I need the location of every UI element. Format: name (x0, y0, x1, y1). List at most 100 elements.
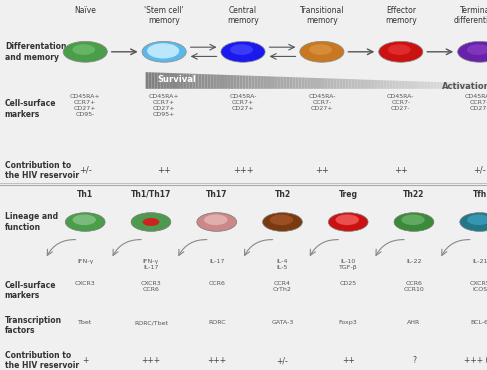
Polygon shape (199, 74, 202, 89)
Polygon shape (472, 83, 475, 89)
Polygon shape (169, 73, 172, 89)
Ellipse shape (204, 215, 227, 225)
Polygon shape (281, 77, 284, 89)
Text: CD45RA+
CCR7-
CD27-: CD45RA+ CCR7- CD27- (465, 94, 487, 111)
Polygon shape (193, 74, 196, 89)
Polygon shape (287, 77, 290, 89)
Polygon shape (251, 76, 254, 89)
Polygon shape (260, 76, 263, 89)
Text: +++: +++ (207, 356, 226, 365)
Text: Treg: Treg (338, 189, 358, 199)
Polygon shape (331, 78, 334, 89)
Polygon shape (422, 81, 425, 89)
Polygon shape (395, 81, 398, 89)
Polygon shape (207, 74, 210, 89)
Polygon shape (369, 80, 372, 89)
Polygon shape (245, 75, 248, 89)
Polygon shape (243, 75, 245, 89)
Ellipse shape (143, 218, 159, 226)
Polygon shape (319, 78, 322, 89)
Ellipse shape (73, 215, 96, 225)
Polygon shape (445, 83, 448, 89)
Ellipse shape (147, 43, 179, 58)
Ellipse shape (230, 44, 253, 55)
Text: +++: +++ (141, 356, 161, 365)
Polygon shape (478, 84, 481, 89)
Polygon shape (225, 75, 228, 89)
Polygon shape (410, 81, 413, 89)
Text: CCR6
CCR10: CCR6 CCR10 (404, 281, 424, 292)
Text: CXCR3: CXCR3 (75, 281, 95, 286)
Text: Activation: Activation (442, 82, 487, 91)
Ellipse shape (73, 44, 95, 55)
Polygon shape (436, 82, 439, 89)
Polygon shape (484, 84, 487, 89)
Text: IFN-γ
IL-17: IFN-γ IL-17 (143, 259, 159, 270)
Text: IL-17: IL-17 (209, 259, 225, 264)
Text: CXCR3
CCR6: CXCR3 CCR6 (141, 281, 161, 292)
Polygon shape (240, 75, 243, 89)
Ellipse shape (309, 44, 332, 55)
Text: Tfh: Tfh (472, 189, 487, 199)
Text: CD25: CD25 (339, 281, 357, 286)
Polygon shape (401, 81, 404, 89)
Polygon shape (381, 80, 384, 89)
Ellipse shape (270, 215, 293, 225)
Polygon shape (348, 79, 351, 89)
Polygon shape (257, 76, 260, 89)
Text: RORC: RORC (208, 320, 225, 325)
Polygon shape (387, 80, 390, 89)
Text: ++: ++ (342, 356, 355, 365)
Polygon shape (266, 76, 269, 89)
Polygon shape (272, 77, 275, 89)
Polygon shape (222, 75, 225, 89)
Ellipse shape (467, 44, 487, 55)
Polygon shape (307, 78, 310, 89)
Polygon shape (301, 77, 304, 89)
Polygon shape (416, 81, 419, 89)
Polygon shape (290, 77, 293, 89)
Polygon shape (316, 78, 319, 89)
Polygon shape (304, 78, 307, 89)
Polygon shape (160, 73, 163, 89)
Text: Contribution to
the HIV reservoir: Contribution to the HIV reservoir (5, 161, 79, 180)
Text: Naïve: Naïve (75, 6, 96, 14)
Polygon shape (263, 76, 266, 89)
Polygon shape (469, 83, 472, 89)
Polygon shape (216, 75, 219, 89)
Ellipse shape (65, 213, 105, 231)
Polygon shape (325, 78, 328, 89)
Polygon shape (342, 79, 345, 89)
Polygon shape (407, 81, 410, 89)
Polygon shape (413, 81, 416, 89)
Polygon shape (384, 80, 387, 89)
Text: Transcription
factors: Transcription factors (5, 316, 62, 335)
Polygon shape (372, 80, 375, 89)
Polygon shape (328, 78, 331, 89)
Polygon shape (205, 74, 207, 89)
Polygon shape (366, 80, 369, 89)
Polygon shape (196, 74, 199, 89)
Text: Th1/Th17: Th1/Th17 (131, 189, 171, 199)
Polygon shape (278, 77, 281, 89)
Ellipse shape (379, 41, 423, 62)
Polygon shape (378, 80, 381, 89)
Polygon shape (463, 83, 466, 89)
Ellipse shape (460, 213, 487, 231)
Text: Foxp3: Foxp3 (339, 320, 357, 325)
Polygon shape (439, 82, 442, 89)
Text: CCR4
CrTh2: CCR4 CrTh2 (273, 281, 292, 292)
Text: Th17: Th17 (206, 189, 227, 199)
Polygon shape (228, 75, 231, 89)
Ellipse shape (142, 41, 186, 62)
Text: Terminally
differentiated: Terminally differentiated (453, 6, 487, 25)
Polygon shape (172, 73, 175, 89)
Polygon shape (322, 78, 325, 89)
Polygon shape (284, 77, 287, 89)
Polygon shape (357, 80, 360, 89)
Text: IL-4
IL-5: IL-4 IL-5 (277, 259, 288, 270)
Text: CD45RA+
CCR7+
CD27+
CD95+: CD45RA+ CCR7+ CD27+ CD95+ (149, 94, 179, 117)
Polygon shape (269, 76, 272, 89)
Polygon shape (433, 82, 436, 89)
Polygon shape (293, 77, 296, 89)
